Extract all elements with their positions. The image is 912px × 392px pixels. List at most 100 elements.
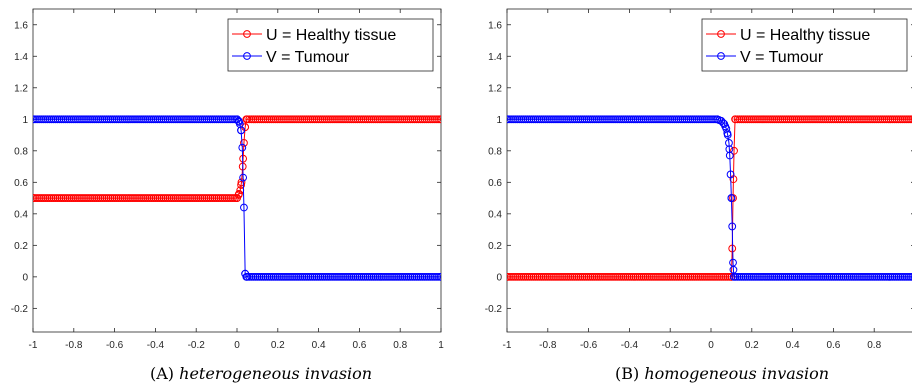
series-point-v [692, 115, 701, 124]
series-point-v [664, 115, 673, 124]
x-tick-label: 0.2 [745, 340, 759, 351]
series-point-v [163, 115, 172, 124]
series-point-v [819, 272, 828, 281]
series-point-u [715, 272, 724, 281]
series-point-v [414, 272, 423, 281]
series-point-v [568, 115, 577, 124]
series-point-v [894, 272, 903, 281]
series-point-u [839, 115, 848, 124]
series-point-v [355, 272, 364, 281]
series-point-v [328, 272, 337, 281]
series-point-u [306, 115, 315, 124]
series-point-v [382, 272, 390, 281]
series-point-v [707, 115, 715, 124]
series-point-u [800, 115, 809, 124]
series-point-v [731, 272, 740, 281]
series-point-u [116, 194, 125, 202]
series-point-u [768, 115, 777, 124]
series-point-u [862, 115, 870, 124]
series-point-v [116, 115, 125, 124]
series-point-v [61, 115, 70, 124]
series-point-u [731, 115, 740, 124]
series-point-v [896, 272, 905, 281]
series-point-u [776, 115, 785, 124]
series-point-v [300, 272, 309, 281]
series-point-u [159, 194, 168, 202]
series-point-u [703, 272, 711, 281]
series-point-u [398, 115, 407, 124]
series-point-u [533, 272, 542, 281]
series-point-u [868, 115, 877, 124]
series-point-v [784, 272, 793, 281]
series-point-u [349, 115, 358, 124]
series-point-u [90, 194, 99, 202]
series-point-u [507, 272, 515, 281]
series-point-u [122, 194, 131, 202]
series-point-u [558, 272, 566, 281]
series-point-u [545, 272, 554, 281]
series-point-v [218, 115, 227, 124]
series-point-u [888, 115, 897, 124]
caption-b-label: (B) [615, 364, 640, 383]
series-point-v [629, 115, 638, 124]
series-point-u [590, 272, 599, 281]
series-point-v [841, 272, 850, 281]
series-point-u [384, 115, 392, 124]
series-point-u [178, 194, 186, 202]
series-point-v [578, 115, 587, 124]
series-point-u [245, 115, 254, 124]
series-point-v [739, 272, 748, 281]
series-point-v [82, 115, 90, 124]
series-point-v [173, 115, 182, 124]
series-point-u [45, 194, 54, 202]
series-point-v [637, 115, 646, 124]
series-point-u [519, 272, 528, 281]
series-point-u [521, 272, 530, 281]
series-point-u [112, 194, 121, 202]
series-point-v [412, 272, 421, 281]
series-point-u [537, 272, 546, 281]
series-point-v [552, 115, 560, 124]
series-point-u [856, 115, 864, 124]
series-point-u [601, 272, 609, 281]
series-point-v [558, 115, 566, 124]
series-point-u [418, 115, 427, 124]
series-point-u [870, 115, 879, 124]
series-point-u [613, 272, 622, 281]
series-point-u [345, 115, 354, 124]
series-point-u [155, 194, 164, 202]
series-point-v [580, 115, 589, 124]
series-point-v [545, 115, 554, 124]
series-point-v [377, 272, 386, 281]
series-point-v [204, 115, 213, 124]
series-point-u [392, 115, 401, 124]
series-point-u [707, 272, 715, 281]
caption-b-text: homogeneous invasion [644, 364, 830, 383]
series-point-v [802, 272, 811, 281]
chart-panel-b: -1 -0.8 -0.6 -0.4 -0.2 0 0.2 0.4 0.6 0.8 -0.2 0 0.2 0… [485, 8, 912, 351]
x-tick-label: -0.8 [65, 340, 83, 351]
series-point-u [328, 115, 337, 124]
legend-box [227, 18, 434, 72]
series-point-v [674, 115, 683, 124]
series-point-v [684, 115, 693, 124]
series-point-u [807, 115, 815, 124]
series-point-u [884, 115, 893, 124]
series-point-v [515, 115, 524, 124]
series-point-v [605, 115, 613, 124]
series-point-v [858, 272, 866, 281]
series-point-v [825, 272, 834, 281]
series-point-u [55, 194, 64, 202]
series-point-v [433, 272, 441, 281]
series-point-u [269, 115, 278, 124]
series-point-u [131, 194, 139, 202]
series-point-v [224, 115, 233, 124]
series-point-u [422, 115, 431, 124]
series-point-v [535, 115, 544, 124]
series-point-v [420, 272, 429, 281]
y-tick-label: 0.2 [488, 241, 502, 252]
series-point-u [566, 272, 575, 281]
series-point-u [92, 194, 101, 202]
series-point-u [235, 189, 243, 198]
series-point-u [263, 115, 272, 124]
